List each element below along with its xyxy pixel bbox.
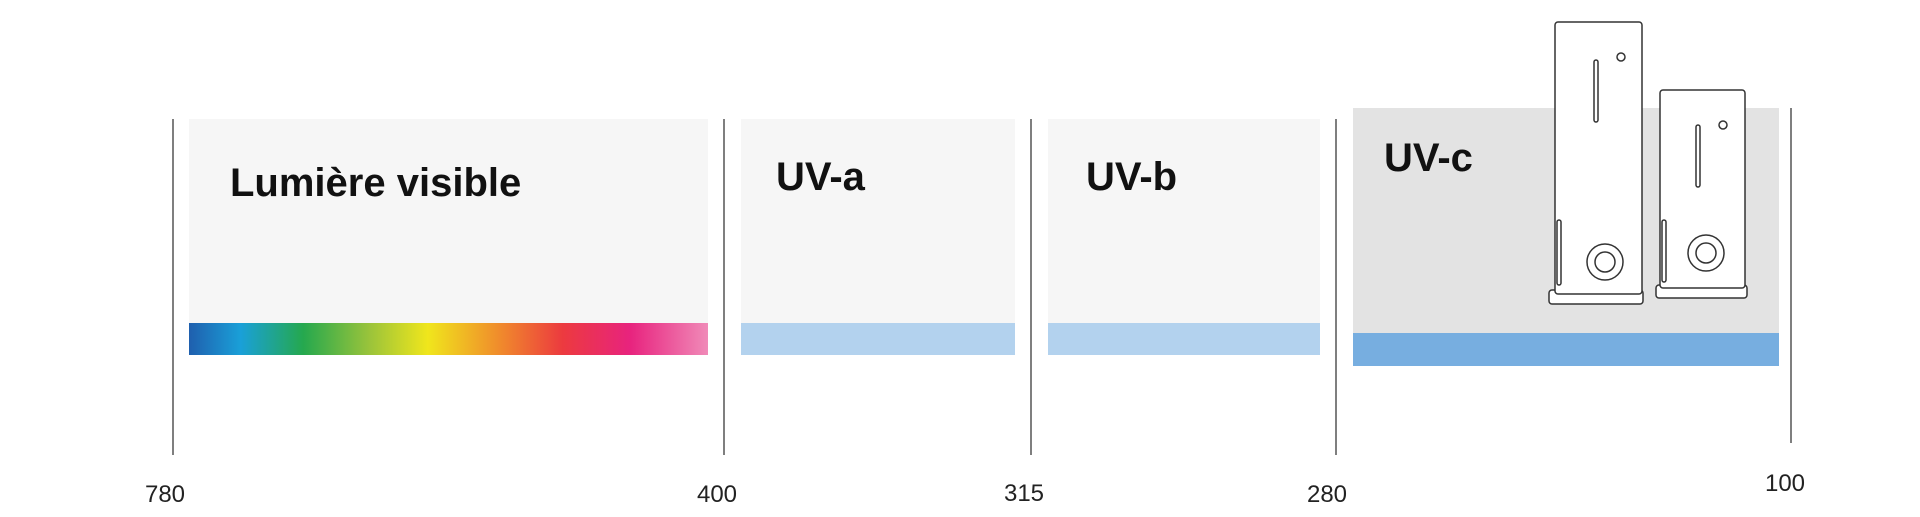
uvc-bar [1353, 333, 1779, 366]
band-label: UV-c [1384, 136, 1473, 180]
band-label: Lumière visible [230, 161, 521, 205]
band-label: UV-a [776, 155, 866, 199]
uva-bar [741, 323, 1015, 355]
wavelength-label: 400 [697, 481, 737, 508]
panel [1048, 119, 1320, 355]
wavelength-label: 280 [1307, 481, 1347, 508]
spectrum-bar [189, 323, 708, 355]
wavelength-label: 780 [145, 481, 185, 508]
wavelength-label: 100 [1765, 470, 1805, 497]
wavelength-label: 315 [1004, 480, 1044, 507]
uvb-bar [1048, 323, 1320, 355]
panel [741, 119, 1015, 355]
device-illustration [1548, 21, 1748, 305]
panel [189, 119, 708, 355]
band-label: UV-b [1086, 155, 1177, 199]
